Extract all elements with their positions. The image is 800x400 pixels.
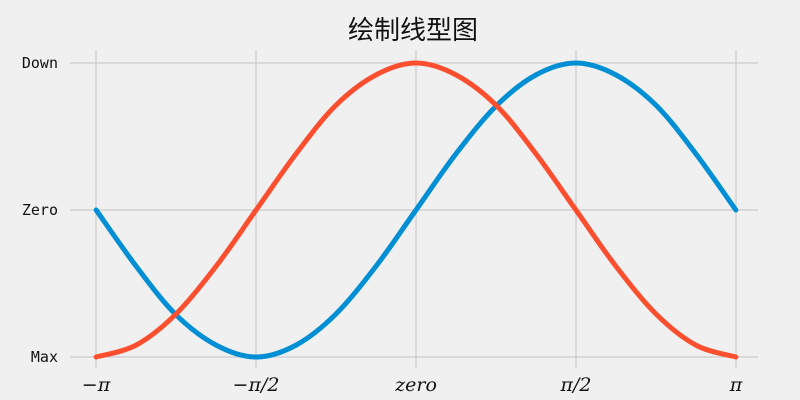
y-axis-ticks: Max Zero Down xyxy=(22,54,58,366)
chart-title: 绘制线型图 xyxy=(348,16,478,46)
series-line-1 xyxy=(93,60,739,360)
x-tick-label: −π/2 xyxy=(233,374,280,396)
series-line-2 xyxy=(93,60,739,360)
x-tick-label: π/2 xyxy=(560,374,592,396)
series-group xyxy=(93,60,739,360)
x-tick-label: π xyxy=(729,374,743,396)
y-tick-label: Zero xyxy=(22,201,58,219)
x-tick-label: zero xyxy=(394,374,437,396)
y-tick-label: Max xyxy=(31,348,58,366)
x-tick-label: −π xyxy=(82,374,111,396)
x-axis-ticks: −π −π/2 zero π/2 π xyxy=(82,374,743,396)
y-tick-label: Down xyxy=(22,54,58,72)
